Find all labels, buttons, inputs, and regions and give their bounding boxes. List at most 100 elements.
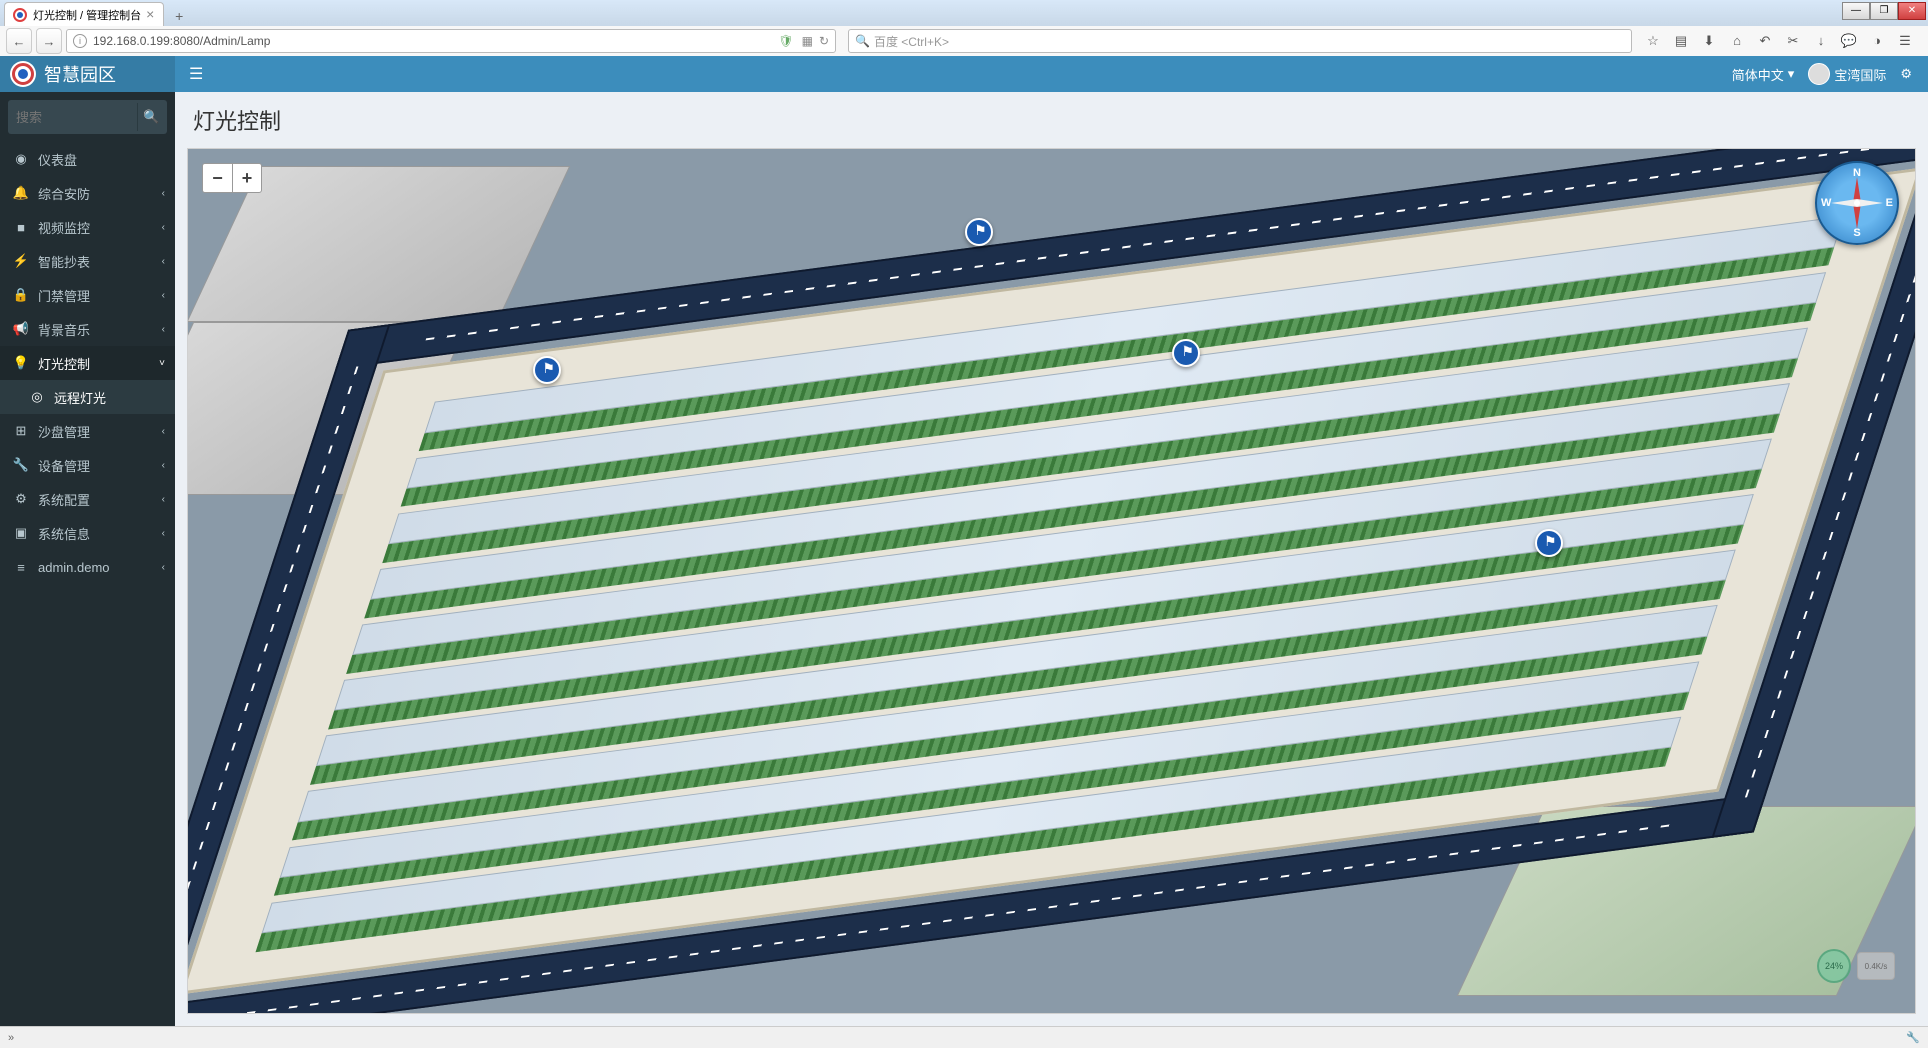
status-chevron-icon[interactable]: »	[8, 1032, 14, 1044]
menu-icon[interactable]: ☰	[1896, 33, 1914, 49]
download-icon[interactable]: ⬇	[1700, 33, 1718, 49]
menu-icon: ▣	[12, 525, 30, 541]
menu-label: 系统配置	[38, 490, 90, 509]
sidebar-search-button[interactable]: 🔍	[137, 103, 165, 131]
reload-icon[interactable]: ↻	[819, 34, 829, 48]
tab-title: 灯光控制 / 管理控制台	[33, 7, 141, 23]
language-label: 简体中文	[1732, 65, 1784, 84]
logo-area[interactable]: 智慧园区	[0, 56, 175, 92]
chevron-left-icon: ‹	[162, 290, 165, 301]
sidebar-toggle-button[interactable]: ☰	[175, 64, 217, 84]
sidebar-item[interactable]: 🔔综合安防‹	[0, 176, 175, 210]
window-maximize-button[interactable]: ❐	[1870, 2, 1898, 20]
window-close-button[interactable]: ✕	[1898, 2, 1926, 20]
menu-label: 背景音乐	[38, 320, 90, 339]
chevron-left-icon: ‹	[162, 324, 165, 335]
content-area: 灯光控制 − + N S E W	[175, 56, 1928, 1026]
bookmark-icon[interactable]: ☆	[1644, 33, 1662, 49]
sync-icon[interactable]: ↓	[1812, 33, 1830, 49]
devtools-icon[interactable]: 🔧	[1906, 1031, 1920, 1044]
sidebar-item[interactable]: 🔧设备管理‹	[0, 448, 175, 482]
map-container[interactable]: − + N S E W	[187, 148, 1916, 1014]
menu-icon: 🔔	[12, 185, 30, 201]
menu-icon: ■	[12, 220, 30, 235]
sidebar-item[interactable]: ⚡智能抄表‹	[0, 244, 175, 278]
menu-label: 综合安防	[38, 184, 90, 203]
browser-tab-bar: 灯光控制 / 管理控制台 × +	[0, 0, 1928, 26]
url-text: 192.168.0.199:8080/Admin/Lamp	[93, 34, 270, 48]
menu-label: 门禁管理	[38, 286, 90, 305]
chevron-left-icon: ‹	[162, 494, 165, 505]
browser-search-bar[interactable]: 🔍 百度 <Ctrl+K>	[848, 29, 1632, 53]
screenshot-icon[interactable]: ✂	[1784, 33, 1802, 49]
window-controls: — ❐ ✕	[1842, 2, 1926, 20]
menu-icon: ◉	[12, 151, 30, 167]
browser-chrome: — ❐ ✕ 灯光控制 / 管理控制台 × + ← → i 192.168.0.1…	[0, 0, 1928, 56]
ext-icon[interactable]: ◑	[1868, 33, 1886, 49]
menu-label: 系统信息	[38, 524, 90, 543]
browser-toolbar: ☆ ▤ ⬇ ⌂ ↶ ✂ ↓ 💬 ◑ ☰	[1636, 33, 1922, 49]
menu-label: admin.demo	[38, 560, 110, 575]
user-name: 宝湾国际	[1834, 65, 1886, 84]
menu-icon: 🔧	[12, 457, 30, 473]
qr-icon[interactable]: ▦	[802, 34, 813, 48]
back-button[interactable]: ←	[6, 28, 32, 54]
user-menu[interactable]: 宝湾国际	[1808, 63, 1886, 85]
sidebar-item[interactable]: ≡admin.demo‹	[0, 550, 175, 584]
tab-favicon-icon	[13, 8, 27, 22]
browser-nav-bar: ← → i 192.168.0.199:8080/Admin/Lamp 🛡 ▦ …	[0, 26, 1928, 56]
logo-icon	[10, 61, 36, 87]
sidebar-item[interactable]: ■ 视频监控 ‹	[0, 210, 175, 244]
isometric-map	[188, 149, 1915, 1013]
app-header: 智慧园区 ☰ 简体中文 ▾ 宝湾国际 ⚙	[0, 56, 1928, 92]
sidebar-item[interactable]: ⊞沙盘管理‹	[0, 414, 175, 448]
window-minimize-button[interactable]: —	[1842, 2, 1870, 20]
settings-icon[interactable]: ⚙	[1900, 66, 1912, 82]
sidebar-item[interactable]: 🔒门禁管理‹	[0, 278, 175, 312]
compass-needle-icon	[1829, 175, 1885, 231]
chat-icon[interactable]: 💬	[1840, 33, 1858, 49]
sidebar-item[interactable]: 💡 灯光控制 ˅	[0, 346, 175, 380]
sidebar-item[interactable]: ▣ 系统信息 ‹	[0, 516, 175, 550]
chevron-left-icon: ‹	[162, 528, 165, 539]
compass-w: W	[1821, 197, 1831, 209]
page-title: 灯光控制	[175, 92, 1928, 148]
app-name: 智慧园区	[44, 61, 116, 87]
home-icon[interactable]: ⌂	[1728, 33, 1746, 49]
history-icon[interactable]: ↶	[1756, 33, 1774, 49]
chevron-left-icon: ‹	[162, 426, 165, 437]
forward-button[interactable]: →	[36, 28, 62, 54]
tab-close-icon[interactable]: ×	[143, 7, 157, 21]
shield-icon[interactable]: 🛡	[778, 34, 793, 48]
chevron-left-icon: ‹	[162, 562, 165, 573]
menu-label: 视频监控	[38, 218, 90, 237]
sidebar-subitem[interactable]: ◎远程灯光	[0, 380, 175, 414]
language-selector[interactable]: 简体中文 ▾	[1732, 65, 1795, 84]
map-marker[interactable]	[1535, 529, 1563, 557]
browser-tab[interactable]: 灯光控制 / 管理控制台 ×	[4, 2, 164, 26]
menu-label: 灯光控制	[38, 354, 90, 373]
zoom-in-button[interactable]: +	[232, 163, 262, 193]
avatar-icon	[1808, 63, 1830, 85]
zoom-out-button[interactable]: −	[202, 163, 232, 193]
new-tab-button[interactable]: +	[168, 6, 190, 26]
sidebar-item[interactable]: ◉ 仪表盘	[0, 142, 175, 176]
compass-e: E	[1886, 197, 1893, 209]
header-right: 简体中文 ▾ 宝湾国际 ⚙	[1732, 63, 1928, 85]
reader-icon[interactable]: ▤	[1672, 33, 1690, 49]
browser-status-bar: » 🔧	[0, 1026, 1928, 1048]
sidebar-item[interactable]: ⚙系统配置‹	[0, 482, 175, 516]
chevron-left-icon: ‹	[162, 222, 165, 233]
compass[interactable]: N S E W	[1815, 161, 1899, 245]
menu-icon: ◎	[28, 389, 46, 405]
sidebar-search[interactable]: 🔍	[8, 100, 167, 134]
indicator-percent: 24%	[1817, 949, 1851, 983]
url-bar[interactable]: i 192.168.0.199:8080/Admin/Lamp 🛡 ▦ ↻	[66, 29, 836, 53]
menu-icon: 💡	[12, 355, 30, 371]
chevron-left-icon: ‹	[162, 460, 165, 471]
menu-label: 仪表盘	[38, 150, 77, 169]
sidebar-item[interactable]: 📢背景音乐‹	[0, 312, 175, 346]
chevron-down-icon: ˅	[159, 358, 165, 369]
site-info-icon[interactable]: i	[73, 34, 87, 48]
chevron-left-icon: ‹	[162, 256, 165, 267]
